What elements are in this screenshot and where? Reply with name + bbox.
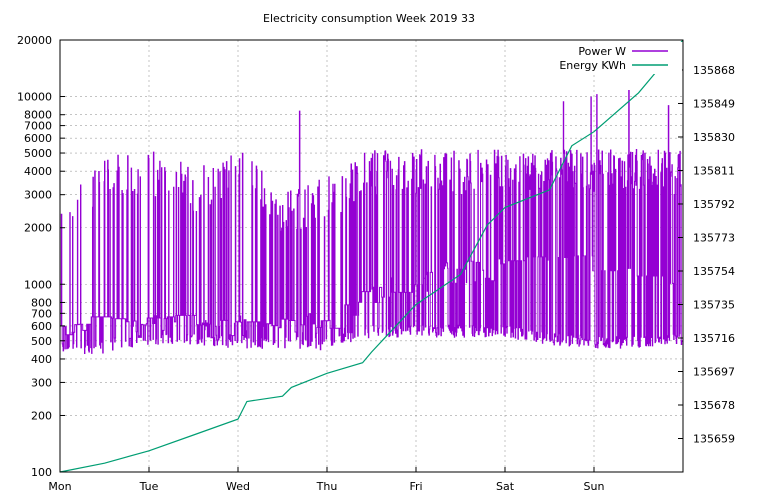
y-tick-label: 4000 xyxy=(24,165,52,178)
y-tick-label: 800 xyxy=(31,296,52,309)
x-tick-label: Mon xyxy=(48,480,71,493)
y-tick-label: 7000 xyxy=(24,120,52,133)
y-tick-label: 20000 xyxy=(17,34,52,47)
plot-frame xyxy=(59,39,684,473)
y-tick-label: 300 xyxy=(31,376,52,389)
x-tick-label: Sun xyxy=(584,480,605,493)
y2-tick-label: 135735 xyxy=(693,298,735,311)
y2-tick-label: 135792 xyxy=(693,198,735,211)
energy-line xyxy=(59,39,684,473)
y-tick-label: 10000 xyxy=(17,91,52,104)
power-series xyxy=(60,90,684,354)
y-tick-label: 5000 xyxy=(24,147,52,160)
chart-legend: Power W Energy KWh xyxy=(548,42,682,74)
y-tick-label: 600 xyxy=(31,320,52,333)
y-tick-label: 8000 xyxy=(24,109,52,122)
y2-tick-label: 135811 xyxy=(693,164,735,177)
x-tick-label: Tue xyxy=(139,480,159,493)
y-tick-label: 100 xyxy=(31,466,52,479)
y-tick-label: 400 xyxy=(31,353,52,366)
legend-label-power: Power W xyxy=(578,45,626,58)
y2-tick-label: 135716 xyxy=(693,332,735,345)
x-tick-label: Wed xyxy=(226,480,250,493)
legend-label-energy: Energy KWh xyxy=(559,59,626,72)
energy-series xyxy=(59,39,684,473)
y2-tick-label: 135697 xyxy=(693,365,735,378)
x-tick-label: Thu xyxy=(316,480,338,493)
power-line xyxy=(60,90,684,354)
y2-tick-label: 135678 xyxy=(693,399,735,412)
y-tick-label: 500 xyxy=(31,335,52,348)
y-tick-label: 1000 xyxy=(24,278,52,291)
y2-tick-label: 135754 xyxy=(693,265,735,278)
y-tick-label: 700 xyxy=(31,307,52,320)
x-tick-label: Fri xyxy=(409,480,422,493)
y-tick-label: 2000 xyxy=(24,222,52,235)
y2-tick-label: 135868 xyxy=(693,64,735,77)
legend-background xyxy=(548,42,682,74)
y2-tick-label: 135659 xyxy=(693,432,735,445)
y2-tick-label: 135773 xyxy=(693,231,735,244)
y2-tick-label: 135830 xyxy=(693,131,735,144)
y-tick-label: 200 xyxy=(31,409,52,422)
y2-tick-label: 135849 xyxy=(693,97,735,110)
x-tick-label: Sat xyxy=(496,480,515,493)
y-tick-label: 6000 xyxy=(24,132,52,145)
chart-title: Electricity consumption Week 2019 33 xyxy=(263,12,475,25)
y-tick-label: 3000 xyxy=(24,189,52,202)
